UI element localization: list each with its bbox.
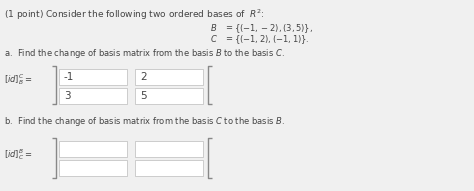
Text: $=$: $=$ bbox=[224, 33, 234, 42]
FancyBboxPatch shape bbox=[135, 88, 203, 104]
FancyBboxPatch shape bbox=[135, 141, 203, 157]
Text: $B$: $B$ bbox=[210, 22, 217, 33]
Text: 5: 5 bbox=[140, 91, 146, 101]
Text: $C$: $C$ bbox=[210, 33, 218, 44]
Text: $=$: $=$ bbox=[224, 22, 234, 31]
FancyBboxPatch shape bbox=[59, 141, 127, 157]
Text: 3: 3 bbox=[64, 91, 71, 101]
Text: -1: -1 bbox=[64, 72, 74, 82]
Text: (1 point) Consider the following two ordered bases of  $R^2$:: (1 point) Consider the following two ord… bbox=[4, 8, 265, 22]
Text: a.  Find the change of basis matrix from the basis $B$ to the basis $C$.: a. Find the change of basis matrix from … bbox=[4, 47, 285, 60]
Text: $\{(-1,-2),(3,5)\},$: $\{(-1,-2),(3,5)\},$ bbox=[234, 22, 313, 35]
FancyBboxPatch shape bbox=[59, 69, 127, 85]
FancyBboxPatch shape bbox=[59, 88, 127, 104]
Text: b.  Find the change of basis matrix from the basis $C$ to the basis $B$.: b. Find the change of basis matrix from … bbox=[4, 115, 285, 128]
Text: 2: 2 bbox=[140, 72, 146, 82]
Text: $[id]^C_B =$: $[id]^C_B =$ bbox=[4, 73, 32, 87]
Text: $[id]^B_C =$: $[id]^B_C =$ bbox=[4, 148, 32, 163]
FancyBboxPatch shape bbox=[135, 160, 203, 176]
Text: $\{(-1,2),(-1,1)\}.$: $\{(-1,2),(-1,1)\}.$ bbox=[234, 33, 310, 46]
FancyBboxPatch shape bbox=[59, 160, 127, 176]
FancyBboxPatch shape bbox=[135, 69, 203, 85]
